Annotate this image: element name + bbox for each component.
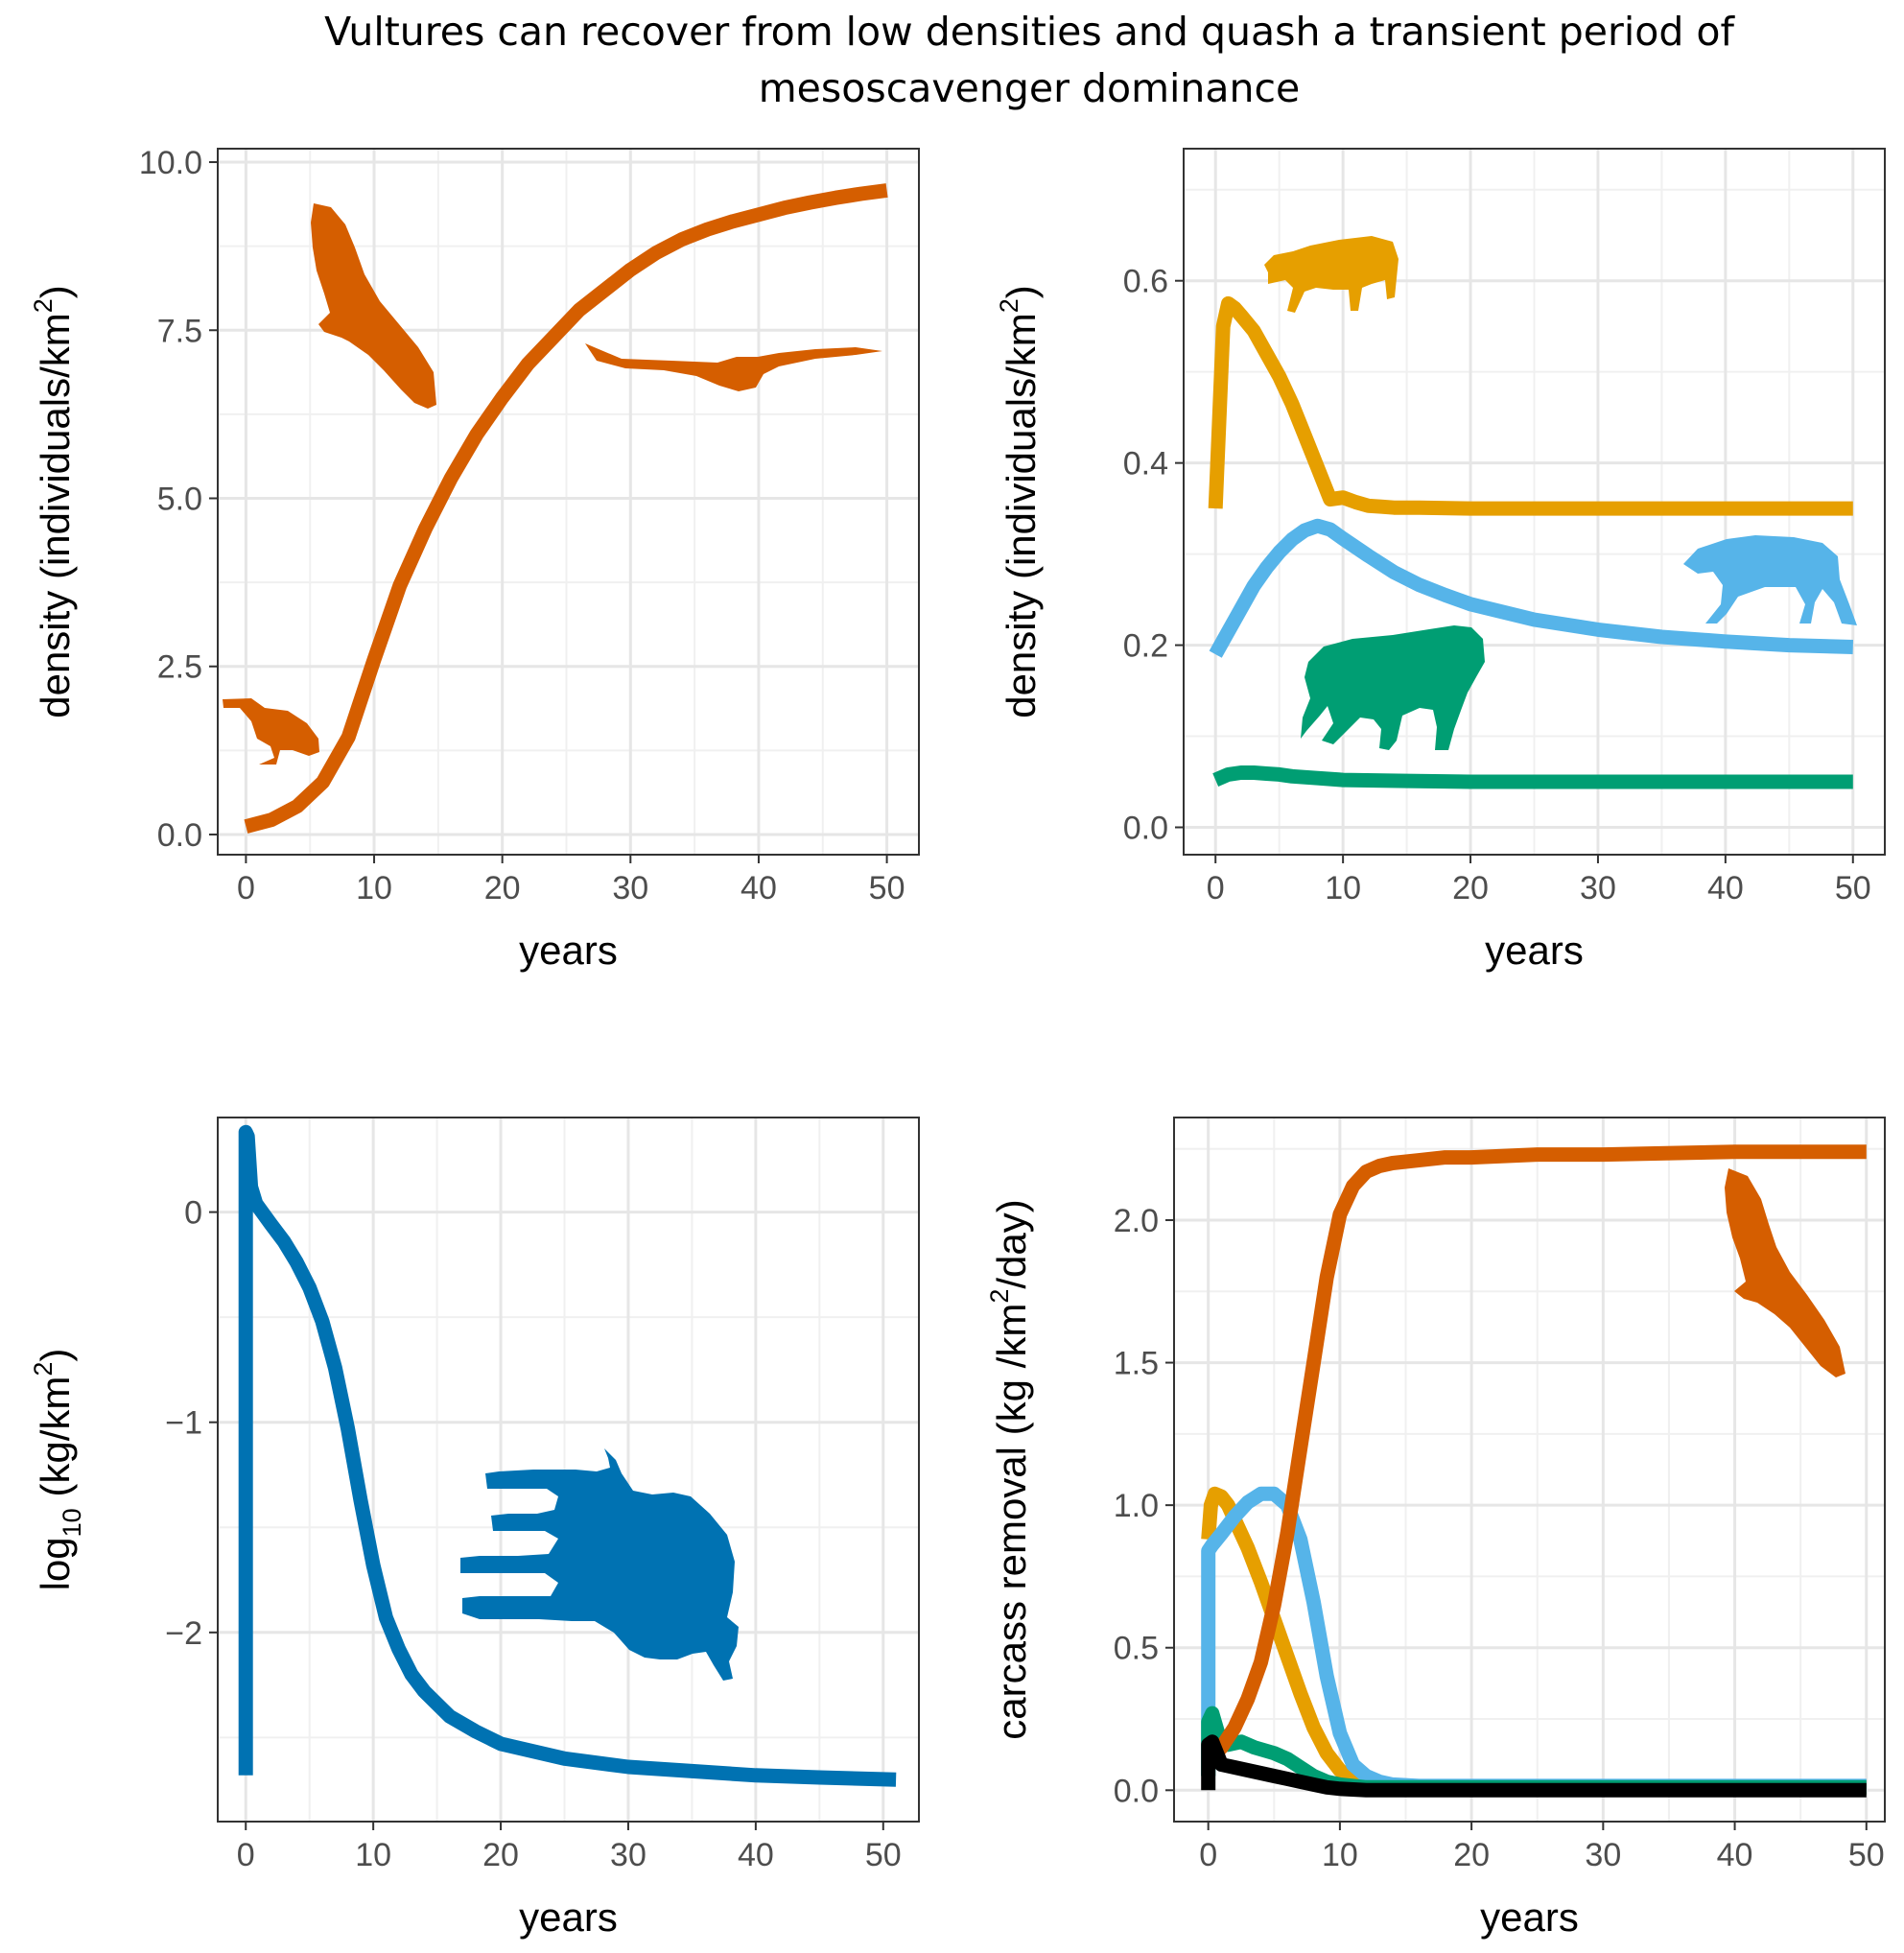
x-tick-label: 20 [1452, 870, 1489, 906]
x-tick-label: 30 [612, 870, 648, 906]
perched-vulture-icon [223, 698, 319, 765]
x-tick-label: 30 [1585, 1837, 1621, 1873]
soaring-vulture-icon [311, 203, 436, 409]
y-tick-label: 0.4 [1123, 446, 1168, 482]
y-axis-label: density (individuals/km2) [29, 285, 78, 718]
y-tick-label: 0.5 [1114, 1631, 1159, 1667]
y-tick-label: 2.5 [157, 649, 202, 686]
x-tick-label: 20 [1453, 1837, 1490, 1873]
x-tick-label: 50 [865, 1837, 902, 1873]
y-tick-label: 5.0 [157, 481, 202, 517]
series-line-hyena [1209, 518, 1854, 658]
panel-vulture-density: 0 10 20 30 40 50 0.0 2.5 5.0 7.5 10.0 years density … [29, 145, 920, 973]
y-tick-label: 0.6 [1123, 264, 1168, 300]
series-line-vulture [244, 183, 888, 834]
y-tick-label: −1 [165, 1405, 202, 1442]
jackal-icon [1264, 236, 1399, 313]
x-tick-label: 40 [738, 1837, 774, 1873]
series-line-carcass [238, 1124, 897, 1787]
y-tick-label: 10.0 [139, 145, 202, 181]
series-line-other [1201, 1734, 1867, 1798]
x-tick-label: 30 [610, 1837, 646, 1873]
series-line-vulture [1203, 1144, 1867, 1767]
figure-title-line-1: Vultures can recover from low densities … [324, 9, 1735, 55]
y-tick-label: 0.0 [157, 817, 202, 854]
soaring-vulture-icon-carcass-panel [1725, 1168, 1845, 1377]
panel-border [1183, 148, 1886, 856]
x-tick-label: 10 [356, 870, 392, 906]
x-axis-label: years [1485, 928, 1584, 973]
x-tick-label: 20 [482, 1837, 519, 1873]
x-tick-label: 40 [1707, 870, 1744, 906]
x-tick-label: 0 [1199, 1837, 1217, 1873]
y-tick-label: 1.0 [1114, 1488, 1159, 1524]
panel-carcass-removal: 0 10 20 30 40 50 0.0 0.5 1.0 1.5 2.0 years carcass r… [985, 1117, 1886, 1940]
x-tick-label: 0 [237, 1837, 255, 1873]
y-tick-label: 1.5 [1114, 1346, 1159, 1382]
x-tick-label: 30 [1580, 870, 1616, 906]
lion-icon [1301, 625, 1485, 750]
x-axis-label: years [519, 1894, 618, 1940]
figure-title-line-2: mesoscavenger dominance [759, 65, 1301, 111]
gliding-vulture-icon [585, 343, 882, 391]
panel-border [217, 148, 920, 856]
y-tick-label: 0.2 [1123, 628, 1168, 665]
panel-border [217, 1117, 920, 1823]
y-tick-label: 2.0 [1114, 1203, 1159, 1239]
x-tick-label: 0 [1207, 870, 1225, 906]
x-tick-label: 40 [740, 870, 777, 906]
x-tick-label: 10 [1322, 1837, 1358, 1873]
x-tick-label: 50 [1835, 870, 1871, 906]
x-tick-label: 50 [1848, 1837, 1885, 1873]
y-tick-label: 0.0 [1123, 811, 1168, 847]
x-axis-label: years [519, 928, 618, 973]
x-tick-label: 10 [1325, 870, 1361, 906]
series-line-jackal [1208, 295, 1853, 516]
bison-icon [460, 1448, 739, 1681]
hyena-icon [1683, 535, 1857, 625]
x-tick-label: 10 [355, 1837, 391, 1873]
y-axis-label: log10 (kg/km2) [29, 1349, 86, 1591]
panel-carcass-biomass: 0 10 20 30 40 50 −2 −1 0 years log10 (kg/km2) [29, 1117, 920, 1940]
y-tick-label: 0.0 [1114, 1773, 1159, 1809]
panel-border [1173, 1117, 1886, 1823]
y-axis-label: density (individuals/km2) [995, 285, 1044, 718]
y-tick-label: −2 [165, 1615, 202, 1652]
y-tick-label: 0 [184, 1195, 202, 1232]
x-tick-label: 20 [484, 870, 521, 906]
x-tick-label: 50 [869, 870, 905, 906]
plot-background [1174, 1118, 1885, 1822]
y-axis-label: carcass removal (kg /km2/day) [985, 1199, 1034, 1740]
series-line-lion [1212, 765, 1853, 789]
x-tick-label: 0 [237, 870, 255, 906]
y-tick-label: 7.5 [157, 313, 202, 349]
x-axis-label: years [1480, 1894, 1579, 1940]
x-tick-label: 40 [1717, 1837, 1753, 1873]
